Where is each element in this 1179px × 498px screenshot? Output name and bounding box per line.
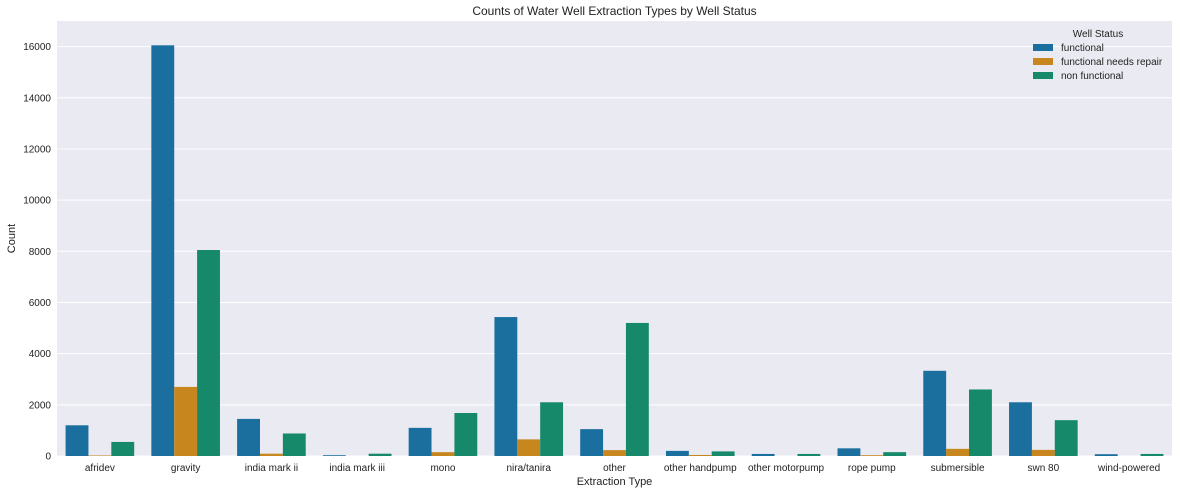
legend-swatch — [1033, 44, 1053, 51]
bar — [88, 455, 112, 456]
y-tick-label: 0 — [45, 452, 51, 463]
bar — [1054, 420, 1078, 456]
bar — [625, 322, 649, 456]
legend-label: functional — [1061, 43, 1104, 54]
x-tick-label: wind-powered — [1097, 463, 1160, 474]
legend-label: non functional — [1061, 71, 1123, 82]
legend-label: functional needs repair — [1061, 57, 1163, 68]
bar — [174, 386, 198, 456]
x-tick-label: rope pump — [848, 463, 896, 474]
bar — [517, 439, 541, 456]
bar — [603, 450, 626, 456]
plot-background — [57, 21, 1172, 456]
bar — [1094, 454, 1118, 456]
y-tick-label: 6000 — [29, 298, 52, 309]
legend: Well Status functional functional needs r… — [1033, 29, 1163, 82]
x-axis-title: Extraction Type — [577, 476, 653, 488]
y-tick-label: 2000 — [29, 400, 52, 411]
bar — [837, 448, 861, 456]
bar — [1140, 453, 1164, 456]
x-tick-label: other motorpump — [748, 463, 825, 474]
y-axis-ticks: 0 2000 4000 6000 8000 10000 12000 14000 16000 — [23, 42, 51, 462]
y-tick-label: 16000 — [23, 42, 51, 53]
bar — [540, 402, 564, 456]
y-tick-label: 14000 — [23, 93, 51, 104]
bar — [688, 454, 712, 456]
bar — [431, 452, 455, 456]
bar — [494, 317, 518, 456]
legend-swatch — [1033, 58, 1053, 65]
gridlines — [57, 46, 1172, 457]
legend-title: Well Status — [1073, 29, 1123, 40]
bar — [454, 413, 478, 456]
y-axis-title: Count — [6, 224, 18, 253]
bar — [883, 452, 907, 456]
bar — [711, 451, 735, 456]
bar — [259, 453, 283, 456]
x-tick-label: submersible — [931, 463, 985, 474]
bar — [969, 389, 992, 456]
bar — [923, 370, 947, 456]
x-tick-label: gravity — [171, 463, 200, 474]
y-tick-label: 8000 — [29, 247, 52, 258]
bar — [197, 250, 220, 456]
y-tick-label: 10000 — [23, 196, 51, 207]
bar — [322, 455, 346, 456]
bar — [860, 455, 884, 456]
x-tick-label: other — [603, 463, 626, 474]
bar — [665, 450, 689, 456]
bar — [237, 418, 260, 456]
bar — [1009, 402, 1032, 456]
bars — [65, 45, 1164, 456]
bar — [111, 441, 135, 456]
bar — [282, 433, 306, 456]
chart-title: Counts of Water Well Extraction Types by… — [472, 4, 756, 18]
bar — [151, 45, 175, 456]
bar — [946, 448, 970, 456]
bar — [580, 429, 604, 456]
x-tick-label: india mark ii — [245, 463, 298, 474]
x-tick-label: other handpump — [664, 463, 737, 474]
x-tick-label: swn 80 — [1028, 463, 1060, 474]
bar — [751, 453, 775, 456]
legend-swatch — [1033, 72, 1053, 79]
x-axis-ticks: afridev gravity india mark ii india mark ii… — [85, 463, 1160, 474]
y-tick-label: 12000 — [23, 144, 51, 155]
bar — [1031, 449, 1055, 456]
y-tick-label: 4000 — [29, 349, 52, 360]
bar — [408, 427, 432, 456]
bar — [797, 453, 821, 456]
bar — [65, 425, 89, 456]
x-tick-label: nira/tanira — [506, 463, 551, 474]
x-tick-label: india mark iii — [329, 463, 385, 474]
bar — [368, 453, 392, 456]
x-tick-label: afridev — [85, 463, 115, 474]
x-tick-label: mono — [430, 463, 455, 474]
